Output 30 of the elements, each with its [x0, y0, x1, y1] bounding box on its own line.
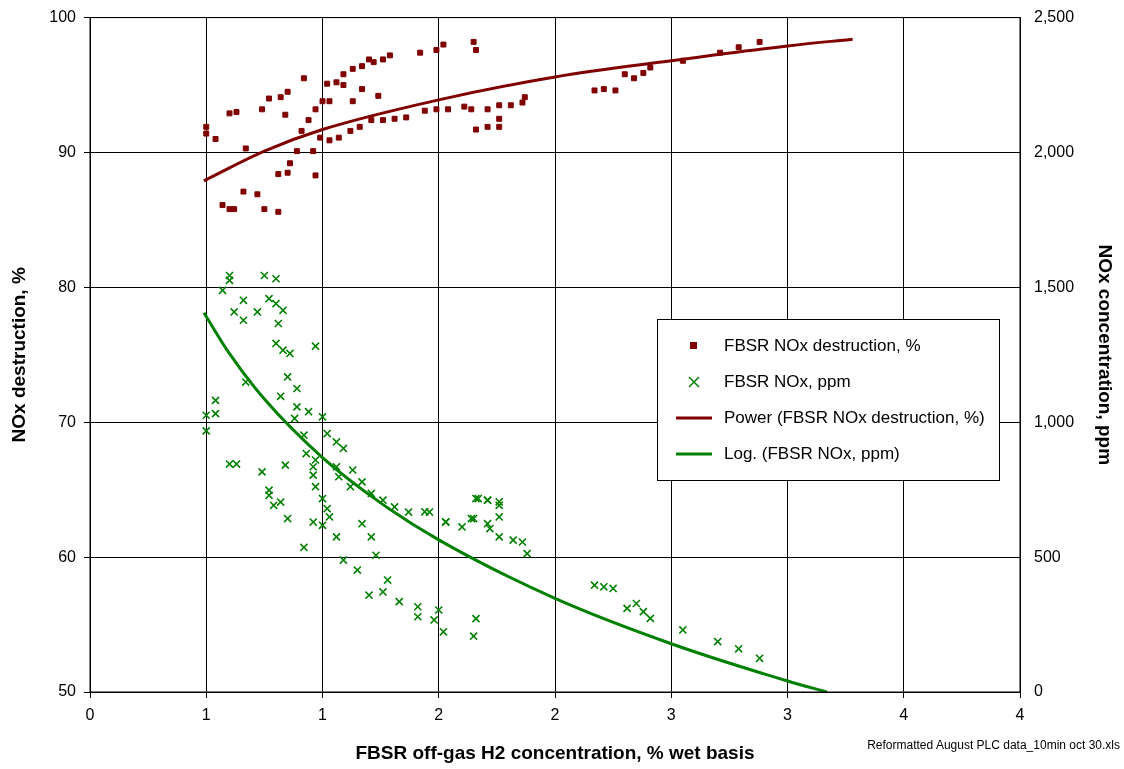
y-tick-label: 80 [58, 277, 77, 295]
x-tick-label: 4 [1015, 706, 1025, 724]
legend-label: FBSR NOx, ppm [724, 371, 851, 392]
y-axis-title: NOx destruction, % [7, 267, 29, 443]
x-tick-label: 4 [899, 706, 909, 724]
y-tick-label: 70 [58, 412, 77, 430]
text: Reformatted August PLC data_10min oct 30.xls [867, 738, 1120, 752]
x-tick-label: 3 [783, 706, 793, 724]
y-tick-label: 60 [58, 547, 77, 565]
line-series [202, 37, 855, 183]
legend-label: Log. (FBSR NOx, ppm) [724, 443, 900, 464]
y2-tick-label: 2,000 [1034, 142, 1075, 160]
x-tick-label: 1 [201, 706, 211, 724]
x-tick-label: 2 [550, 706, 560, 724]
y-tick-label: 50 [58, 682, 77, 700]
y2-tick-label: 0 [1034, 682, 1043, 700]
x-tick-label: 0 [85, 706, 95, 724]
x-tick-label: 1 [318, 706, 328, 724]
x-tick-label: 3 [666, 706, 676, 724]
legend-label: FBSR NOx destruction, % [724, 335, 921, 356]
x-tick-label: 2 [434, 706, 444, 724]
y2-tick-label: 2,500 [1034, 8, 1075, 26]
y2-tick-label: 1,500 [1034, 277, 1075, 295]
y2-axis-title: NOx concentration, ppm [1095, 244, 1117, 466]
y2-tick-label: 1,000 [1034, 412, 1075, 430]
y2-tick-label: 500 [1034, 547, 1061, 565]
x-axis-title: FBSR off-gas H2 concentration, % wet basis [355, 741, 755, 763]
y-tick-label: 100 [49, 8, 77, 26]
legend-label: Power (FBSR NOx destruction, %) [724, 407, 985, 428]
y-tick-label: 90 [58, 142, 77, 160]
